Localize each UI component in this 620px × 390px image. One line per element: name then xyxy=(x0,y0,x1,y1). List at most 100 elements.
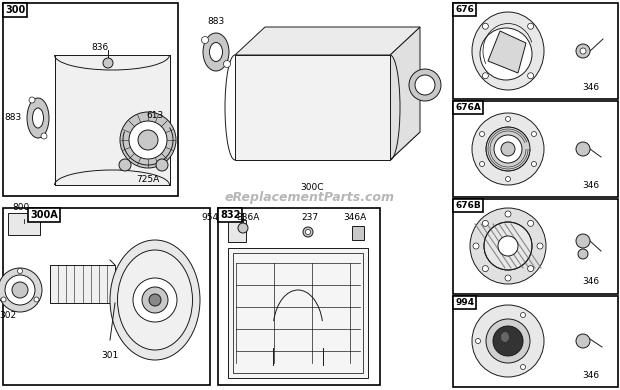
Circle shape xyxy=(521,312,526,317)
Bar xyxy=(352,226,364,240)
Circle shape xyxy=(482,266,489,271)
Circle shape xyxy=(306,229,311,234)
Circle shape xyxy=(479,161,484,167)
Text: 832: 832 xyxy=(220,210,241,220)
Text: 346: 346 xyxy=(582,370,600,379)
Circle shape xyxy=(142,287,168,313)
Circle shape xyxy=(505,211,511,217)
Bar xyxy=(218,208,380,385)
Ellipse shape xyxy=(27,98,49,138)
Circle shape xyxy=(576,142,590,156)
Bar xyxy=(3,3,178,196)
Circle shape xyxy=(156,159,168,171)
Ellipse shape xyxy=(409,69,441,101)
Circle shape xyxy=(119,159,131,171)
Text: 300A: 300A xyxy=(30,210,58,220)
Circle shape xyxy=(129,121,167,159)
Bar xyxy=(233,253,363,373)
Circle shape xyxy=(486,319,530,363)
Circle shape xyxy=(576,334,590,348)
Circle shape xyxy=(528,220,534,226)
Circle shape xyxy=(303,227,313,237)
Circle shape xyxy=(149,294,161,306)
Ellipse shape xyxy=(472,12,544,90)
Circle shape xyxy=(1,297,6,302)
Circle shape xyxy=(528,23,534,29)
Circle shape xyxy=(531,131,536,136)
Text: 346A: 346A xyxy=(343,213,366,223)
Circle shape xyxy=(578,249,588,259)
Circle shape xyxy=(120,112,176,168)
Circle shape xyxy=(476,339,480,344)
Circle shape xyxy=(482,220,489,226)
Bar xyxy=(235,55,390,160)
Circle shape xyxy=(29,97,35,103)
Circle shape xyxy=(505,177,510,181)
Ellipse shape xyxy=(32,108,43,128)
Ellipse shape xyxy=(203,33,229,71)
Circle shape xyxy=(0,268,42,312)
Text: 836A: 836A xyxy=(236,213,260,223)
Circle shape xyxy=(17,268,22,273)
Circle shape xyxy=(494,135,522,163)
Circle shape xyxy=(493,326,523,356)
Circle shape xyxy=(472,305,544,377)
Text: 300: 300 xyxy=(5,5,25,15)
Circle shape xyxy=(41,133,47,139)
Circle shape xyxy=(12,282,28,298)
Ellipse shape xyxy=(110,240,200,360)
Text: 676: 676 xyxy=(455,5,474,14)
Circle shape xyxy=(501,142,515,156)
Circle shape xyxy=(528,73,534,79)
Polygon shape xyxy=(235,27,420,55)
Circle shape xyxy=(498,236,518,256)
Circle shape xyxy=(482,23,489,29)
Circle shape xyxy=(138,130,158,150)
Circle shape xyxy=(202,37,208,44)
Text: 302: 302 xyxy=(0,310,17,319)
Bar xyxy=(228,220,246,242)
Circle shape xyxy=(576,234,590,248)
Polygon shape xyxy=(488,31,526,73)
Circle shape xyxy=(482,73,489,79)
Circle shape xyxy=(531,161,536,167)
Circle shape xyxy=(415,75,435,95)
Circle shape xyxy=(537,243,543,249)
Bar xyxy=(3,208,210,385)
Bar xyxy=(55,55,170,185)
Text: 676B: 676B xyxy=(455,201,480,210)
Circle shape xyxy=(580,48,586,54)
Circle shape xyxy=(473,243,479,249)
Text: 836: 836 xyxy=(91,44,108,53)
Text: 883: 883 xyxy=(207,18,224,27)
Text: 883: 883 xyxy=(5,113,22,122)
Text: eReplacementParts.com: eReplacementParts.com xyxy=(225,190,395,204)
Circle shape xyxy=(34,297,39,302)
Circle shape xyxy=(521,365,526,369)
Text: 300C: 300C xyxy=(300,184,324,193)
Text: 301: 301 xyxy=(102,351,118,360)
Circle shape xyxy=(576,44,590,58)
Bar xyxy=(8,213,40,235)
Polygon shape xyxy=(235,132,420,160)
Circle shape xyxy=(486,127,530,171)
Circle shape xyxy=(5,275,35,305)
Bar xyxy=(453,101,618,197)
Text: 346: 346 xyxy=(582,83,600,92)
Circle shape xyxy=(103,58,113,68)
Ellipse shape xyxy=(210,43,223,62)
Circle shape xyxy=(133,278,177,322)
Circle shape xyxy=(472,113,544,185)
Ellipse shape xyxy=(118,250,192,350)
Circle shape xyxy=(238,223,248,233)
Circle shape xyxy=(480,28,532,80)
Bar xyxy=(50,265,115,303)
Circle shape xyxy=(528,266,534,271)
Circle shape xyxy=(470,208,546,284)
Circle shape xyxy=(223,60,231,67)
Circle shape xyxy=(505,117,510,122)
Text: 676A: 676A xyxy=(455,103,481,112)
Circle shape xyxy=(479,131,484,136)
Circle shape xyxy=(505,275,511,281)
Bar xyxy=(453,296,618,387)
